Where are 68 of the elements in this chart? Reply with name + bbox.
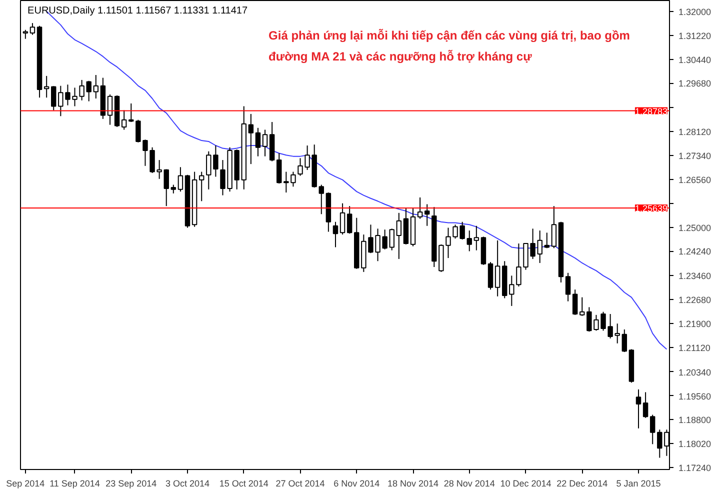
- x-tick-label: 5 Jan 2015: [616, 478, 661, 488]
- candlestick: [636, 388, 642, 429]
- candlestick: [255, 127, 261, 157]
- y-tick-label: 1.21120: [678, 343, 710, 354]
- y-tick-label: 1.32000: [678, 6, 712, 17]
- annotation: đường MA 21 và các ngưỡng hỗ trợ kháng cự: [268, 49, 532, 64]
- x-tick-label: 3 Oct 2014: [165, 478, 210, 488]
- candlestick: [474, 225, 480, 251]
- candlestick: [178, 166, 184, 192]
- x-tick-label: 10 Dec 2014: [500, 478, 552, 488]
- candlestick: [488, 262, 494, 290]
- candlestick: [128, 102, 134, 122]
- annotation: EURUSD,Daily 1.11501 1.11567 1.11331 1.11417: [28, 5, 248, 16]
- y-tick-label: 1.30440: [678, 55, 712, 66]
- candlestick: [650, 414, 656, 445]
- candlestick: [657, 429, 662, 458]
- candlestick: [107, 94, 113, 126]
- y-tick-label: 1.27340: [678, 150, 712, 161]
- x-tick-label: 11 Sep 2014: [50, 478, 100, 488]
- candlestick: [551, 206, 557, 249]
- y-tick-label: 1.22680: [678, 294, 712, 305]
- candlestick: [198, 171, 204, 202]
- candlestick: [30, 22, 36, 36]
- x-tick-label: 28 Nov 2014: [444, 478, 495, 488]
- x-tick-label: Sep 2014: [6, 478, 45, 488]
- candlestick: [51, 86, 56, 111]
- ref-line-label: 1.28783: [634, 106, 668, 116]
- y-tick-label: 1.21900: [678, 319, 712, 330]
- candlestick: [572, 289, 578, 316]
- y-tick-label: 1.17240: [678, 463, 712, 474]
- y-tick-label: 1.28120: [678, 126, 712, 137]
- y-tick-label: 1.23460: [678, 270, 712, 281]
- candlestick: [565, 272, 571, 302]
- candlestick: [332, 221, 338, 248]
- candlestick: [248, 113, 254, 165]
- candlestick: [121, 110, 127, 130]
- y-tick-label: 1.29680: [678, 78, 712, 89]
- candlestick: [93, 74, 99, 100]
- candlestick: [417, 196, 423, 220]
- annotation: Giá phản ứng lại mỗi khi tiếp cận đến các vùng giá trị, bao gồm: [268, 28, 630, 43]
- candlestick: [622, 328, 628, 353]
- y-tick-label: 1.31220: [678, 30, 712, 41]
- y-tick-label: 1.24240: [678, 246, 712, 257]
- candlestick: [642, 392, 648, 418]
- candlestick: [494, 240, 500, 297]
- y-tick-label: 1.20340: [678, 367, 712, 378]
- candlestick: [396, 212, 402, 260]
- candlestick: [276, 152, 282, 184]
- candlestick: [318, 184, 324, 215]
- y-tick-label: 1.25000: [678, 223, 712, 234]
- candlestick: [262, 129, 268, 157]
- x-tick-label: 27 Oct 2014: [276, 478, 325, 488]
- x-tick-label: 15 Oct 2014: [219, 478, 268, 488]
- x-tick-label: 22 Dec 2014: [556, 478, 608, 488]
- candlestick: [466, 230, 472, 252]
- candlestick: [164, 168, 169, 207]
- x-tick-label: 6 Nov 2014: [334, 478, 380, 488]
- candlestick: [424, 204, 430, 226]
- y-tick-label: 1.19560: [678, 391, 712, 402]
- x-tick-label: 18 Nov 2014: [387, 478, 439, 488]
- x-tick-label: 23 Sep 2014: [106, 478, 157, 488]
- y-tick-label: 1.26560: [678, 175, 712, 186]
- y-tick-label: 1.18020: [678, 439, 712, 450]
- ref-line-label: 1.25639: [634, 203, 668, 214]
- candlestick: [346, 206, 352, 234]
- candlestick: [340, 202, 346, 236]
- y-tick-label: 1.18800: [678, 414, 712, 425]
- candlestick: [580, 296, 585, 316]
